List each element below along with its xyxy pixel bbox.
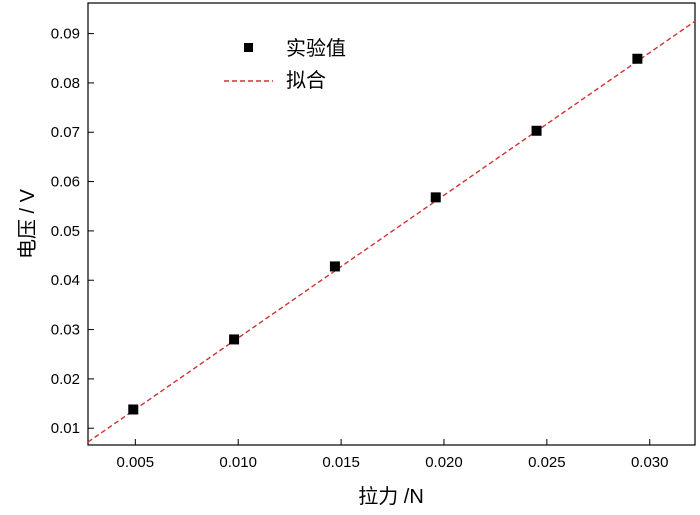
data-point	[430, 192, 441, 203]
x-tick-label: 0.010	[219, 454, 257, 471]
x-tick-label: 0.030	[631, 454, 669, 471]
legend-marker-scatter	[244, 43, 253, 52]
y-tick-label: 0.08	[51, 75, 80, 92]
x-tick-label: 0.025	[528, 454, 566, 471]
y-tick-label: 0.09	[51, 26, 80, 43]
data-point	[329, 261, 340, 272]
data-points-layer	[128, 53, 643, 415]
fit-line-layer	[87, 20, 696, 443]
data-point	[229, 334, 240, 345]
x-tick-label: 0.005	[117, 454, 155, 471]
y-tick-label: 0.05	[51, 223, 80, 240]
legend: 实验值 拟合	[224, 37, 346, 92]
data-point	[531, 125, 542, 136]
fit-line	[87, 20, 696, 443]
y-tick-label: 0.04	[51, 272, 80, 289]
legend-label-fit: 拟合	[286, 69, 326, 92]
data-point	[632, 53, 643, 64]
y-tick-label: 0.02	[51, 371, 80, 388]
x-tick-label: 0.020	[425, 454, 463, 471]
x-axis-ticks: 0.005 0.010 0.015 0.020 0.025 0.030	[117, 439, 669, 471]
y-tick-label: 0.06	[51, 174, 80, 191]
legend-label-scatter: 实验值	[286, 37, 346, 60]
x-tick-label: 0.015	[322, 454, 360, 471]
data-point	[128, 404, 139, 415]
y-tick-label: 0.01	[51, 420, 80, 437]
y-axis-title: 电压 / V	[16, 188, 39, 259]
y-axis-ticks: 0.01 0.02 0.03 0.04 0.05 0.06 0.07 0.08 0.09	[51, 26, 94, 437]
y-tick-label: 0.07	[51, 124, 80, 141]
x-axis-title: 拉力 /N	[358, 485, 424, 508]
y-tick-label: 0.03	[51, 322, 80, 339]
plot-frame	[87, 2, 696, 446]
